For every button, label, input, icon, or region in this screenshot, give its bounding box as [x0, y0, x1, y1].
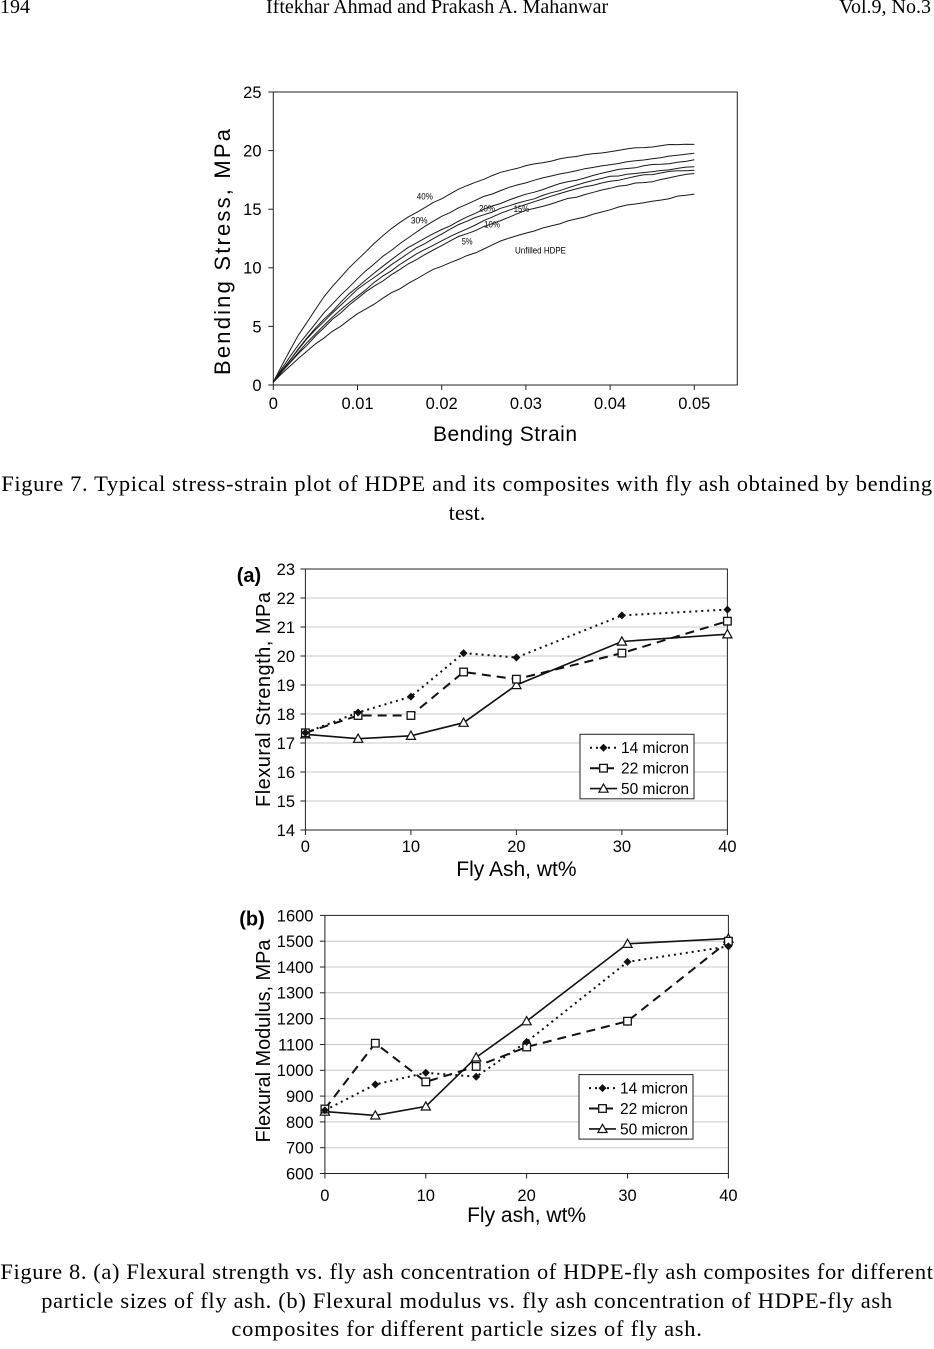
- svg-text:19: 19: [277, 677, 295, 695]
- svg-text:23: 23: [277, 561, 295, 579]
- svg-text:1600: 1600: [277, 907, 314, 925]
- svg-text:22 micron: 22 micron: [621, 761, 689, 778]
- svg-text:40: 40: [718, 838, 736, 856]
- svg-text:900: 900: [286, 1088, 314, 1106]
- svg-text:(a): (a): [237, 565, 261, 587]
- svg-text:1100: 1100: [278, 1036, 313, 1054]
- svg-text:40: 40: [719, 1187, 737, 1205]
- svg-text:Bending Strain: Bending Strain: [433, 423, 577, 446]
- svg-text:17: 17: [277, 735, 295, 753]
- svg-text:5%: 5%: [462, 237, 473, 247]
- svg-text:0: 0: [269, 395, 278, 413]
- svg-text:1200: 1200: [277, 1011, 314, 1029]
- svg-text:800: 800: [286, 1114, 314, 1132]
- svg-text:0.02: 0.02: [426, 395, 458, 413]
- svg-text:14: 14: [277, 822, 295, 840]
- svg-text:Unfilled HDPE: Unfilled HDPE: [515, 246, 566, 256]
- svg-text:14 micron: 14 micron: [621, 740, 689, 757]
- svg-text:18: 18: [277, 706, 295, 724]
- svg-text:Bending Stress, MPa: Bending Stress, MPa: [210, 128, 235, 375]
- svg-text:(b): (b): [239, 909, 265, 931]
- svg-text:21: 21: [277, 619, 295, 637]
- svg-text:30: 30: [613, 838, 631, 856]
- svg-text:0: 0: [252, 377, 261, 395]
- svg-text:30: 30: [618, 1187, 636, 1205]
- svg-text:14 micron: 14 micron: [620, 1081, 688, 1098]
- svg-text:40%: 40%: [417, 192, 433, 202]
- svg-text:0.05: 0.05: [678, 395, 710, 413]
- svg-text:Fly ash, wt%: Fly ash, wt%: [467, 1204, 586, 1227]
- svg-text:30%: 30%: [411, 216, 428, 226]
- svg-text:20: 20: [507, 838, 525, 856]
- svg-text:0.04: 0.04: [594, 395, 626, 413]
- svg-text:50 micron: 50 micron: [621, 781, 689, 798]
- svg-text:10: 10: [243, 260, 261, 278]
- svg-text:15: 15: [277, 793, 295, 811]
- svg-text:1400: 1400: [277, 959, 314, 977]
- svg-text:22: 22: [277, 590, 295, 608]
- svg-text:10: 10: [402, 838, 420, 856]
- svg-text:16: 16: [277, 764, 295, 782]
- svg-text:700: 700: [286, 1140, 314, 1158]
- svg-text:5: 5: [252, 318, 261, 336]
- svg-text:10%: 10%: [484, 220, 500, 230]
- svg-text:22 micron: 22 micron: [620, 1101, 688, 1118]
- svg-text:0.03: 0.03: [510, 395, 542, 413]
- svg-text:Flexural Strength, MPa: Flexural Strength, MPa: [253, 591, 275, 807]
- svg-text:10: 10: [417, 1187, 435, 1205]
- svg-text:0.01: 0.01: [341, 395, 373, 413]
- svg-text:1500: 1500: [277, 933, 314, 951]
- svg-text:25: 25: [243, 84, 261, 102]
- svg-text:0: 0: [320, 1187, 329, 1205]
- svg-text:15%: 15%: [514, 204, 529, 214]
- svg-text:Flexural Modulus, MPa: Flexural Modulus, MPa: [253, 939, 275, 1143]
- svg-text:15: 15: [243, 201, 261, 219]
- svg-text:Fly Ash, wt%: Fly Ash, wt%: [456, 858, 576, 881]
- svg-text:20: 20: [277, 648, 295, 666]
- svg-text:1300: 1300: [277, 985, 314, 1003]
- svg-text:0: 0: [301, 838, 310, 856]
- svg-text:600: 600: [286, 1165, 314, 1183]
- svg-text:50 micron: 50 micron: [620, 1121, 688, 1138]
- svg-text:20: 20: [243, 143, 261, 161]
- svg-text:1000: 1000: [277, 1062, 314, 1080]
- svg-text:20: 20: [517, 1187, 535, 1205]
